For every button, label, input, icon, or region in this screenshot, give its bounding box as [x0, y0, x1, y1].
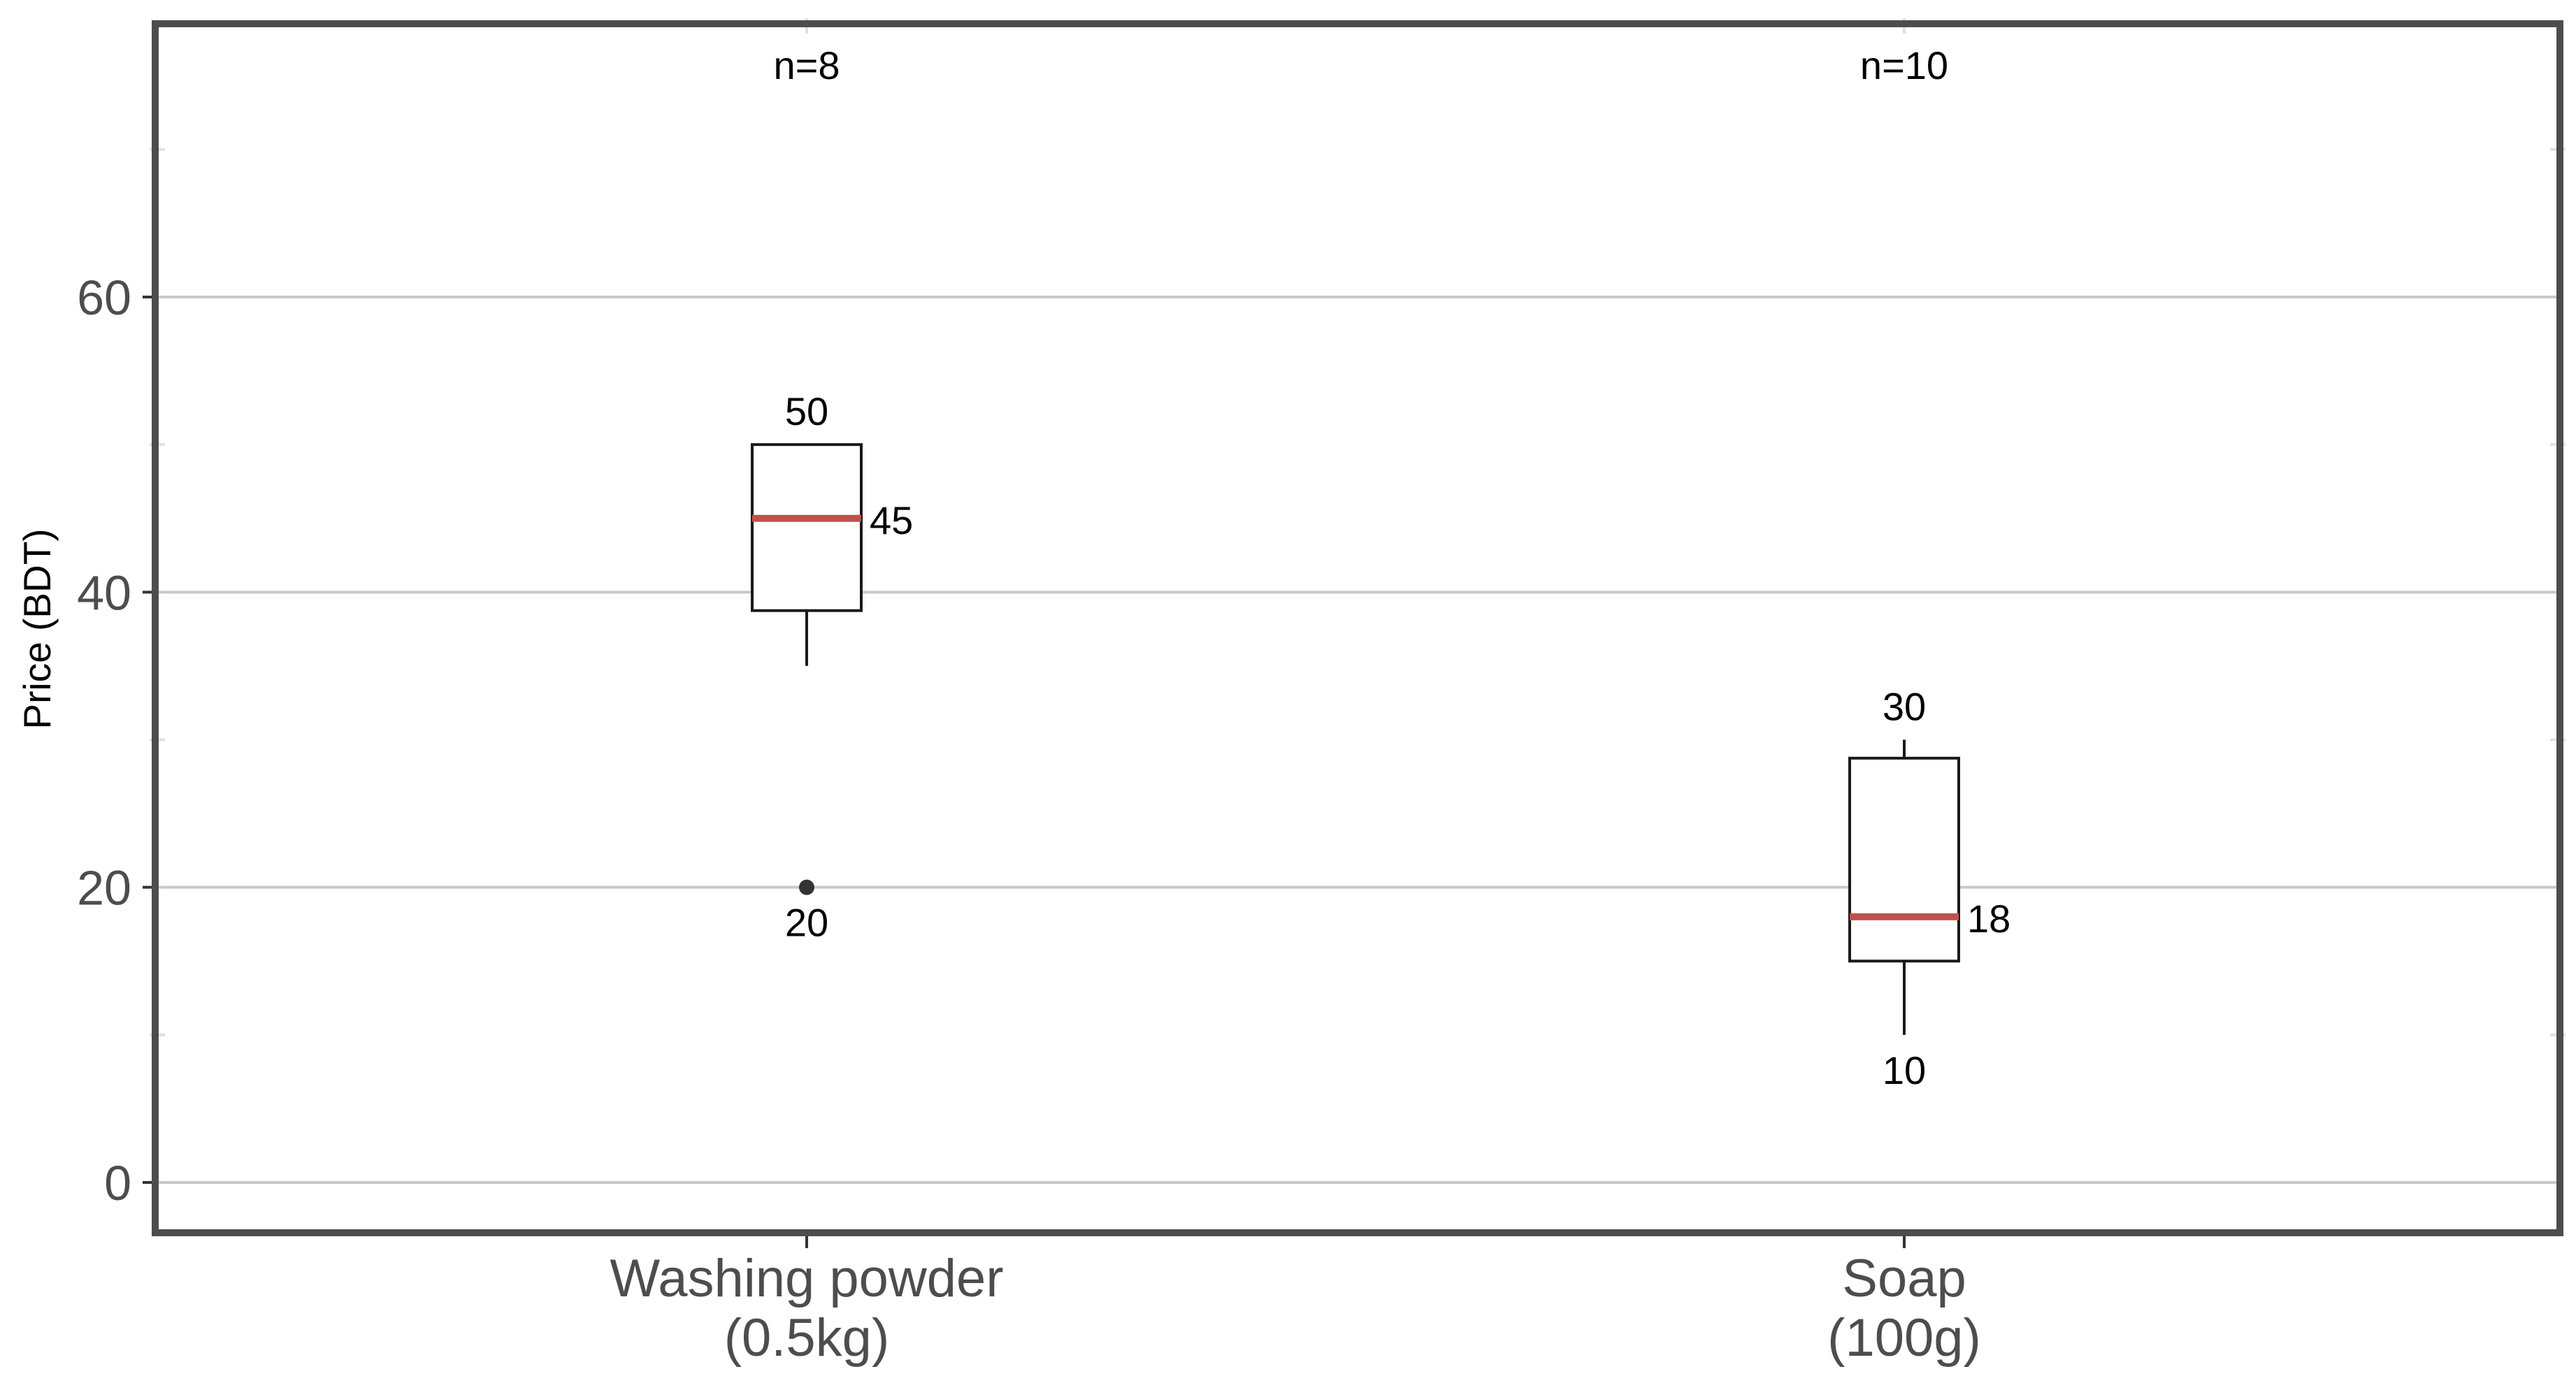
grid-lines — [155, 296, 2560, 1184]
box-iqr — [1848, 756, 1960, 963]
outlier-point — [799, 879, 814, 895]
box-iqr — [751, 443, 863, 612]
y-tick-label-40: 40 — [77, 565, 131, 620]
box-series: 50 45 20 n=8 30 18 10 n=10 — [751, 43, 2010, 1092]
box-group-2: 30 18 10 n=10 — [1848, 43, 2010, 1092]
x-category-label-line2: (0.5kg) — [724, 1308, 890, 1368]
n-label: n=8 — [774, 43, 840, 87]
n-label: n=10 — [1860, 43, 1948, 87]
y-tick-label-60: 60 — [77, 270, 131, 325]
x-category-label-line1: Soap — [1842, 1249, 1966, 1308]
x-axis: Washing powder(0.5kg) Soap(100g) — [610, 18, 1981, 1368]
value-label-18: 18 — [1967, 897, 2010, 941]
value-label-50: 50 — [785, 389, 828, 433]
box-group-1: 50 45 20 n=8 — [751, 43, 913, 945]
y-axis-title: Price (BDT) — [15, 528, 59, 729]
y-tick-label-20: 20 — [77, 861, 131, 915]
plot-frame — [152, 20, 2563, 1236]
y-tick-label-0: 0 — [104, 1156, 131, 1210]
y-axis: 0 20 40 60 — [77, 147, 2566, 1210]
x-category-label-line2: (100g) — [1827, 1308, 1981, 1368]
value-label-10: 10 — [1883, 1048, 1926, 1092]
value-label-45: 45 — [870, 498, 913, 542]
value-label-20: 20 — [785, 901, 828, 945]
x-category-label-line1: Washing powder — [610, 1249, 1003, 1308]
value-label-30: 30 — [1883, 685, 1926, 729]
